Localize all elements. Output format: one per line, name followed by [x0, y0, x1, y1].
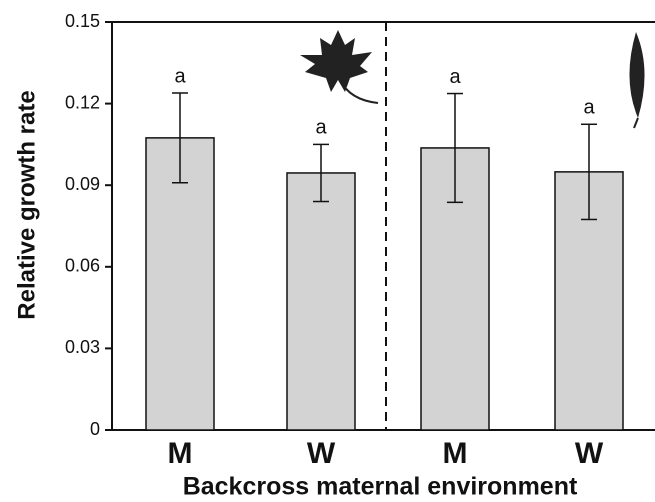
lanceolate-leaf-icon [629, 32, 644, 128]
y-tick-label: 0.03 [65, 337, 100, 357]
y-tick-label: 0.12 [65, 92, 100, 112]
y-tick-label: 0.09 [65, 174, 100, 194]
y-tick-label: 0.15 [65, 11, 100, 31]
y-axis-label: Relative growth rate [13, 90, 40, 319]
bar [287, 173, 355, 430]
significance-letter: a [583, 97, 595, 119]
x-axis-label: Backcross maternal environment [183, 473, 578, 501]
x-tick-label: M [168, 437, 193, 470]
y-tick-label: 0 [90, 419, 100, 439]
significance-letter: a [174, 65, 186, 87]
significance-letter: a [315, 117, 327, 139]
page: Relative growth rate Backcross maternal … [0, 0, 655, 502]
y-tick-label: 0.06 [65, 256, 100, 276]
x-tick-label: W [575, 437, 604, 470]
maple-leaf-icon [300, 30, 378, 103]
x-tick-label: W [307, 437, 336, 470]
x-tick-label: M [443, 437, 468, 470]
chart: Relative growth rate Backcross maternal … [0, 0, 655, 502]
significance-letter: a [449, 66, 461, 88]
